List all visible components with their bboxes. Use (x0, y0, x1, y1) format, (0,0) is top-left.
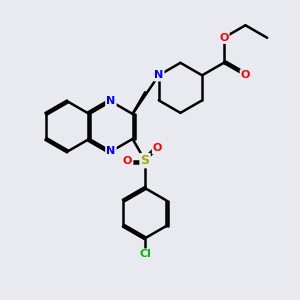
Text: O: O (219, 33, 229, 43)
Text: O: O (153, 143, 162, 153)
Text: N: N (106, 146, 116, 157)
Text: Cl: Cl (139, 250, 151, 260)
Text: N: N (106, 96, 116, 106)
Text: N: N (154, 70, 164, 80)
Text: S: S (141, 154, 150, 167)
Text: O: O (241, 70, 250, 80)
Text: O: O (123, 156, 132, 166)
